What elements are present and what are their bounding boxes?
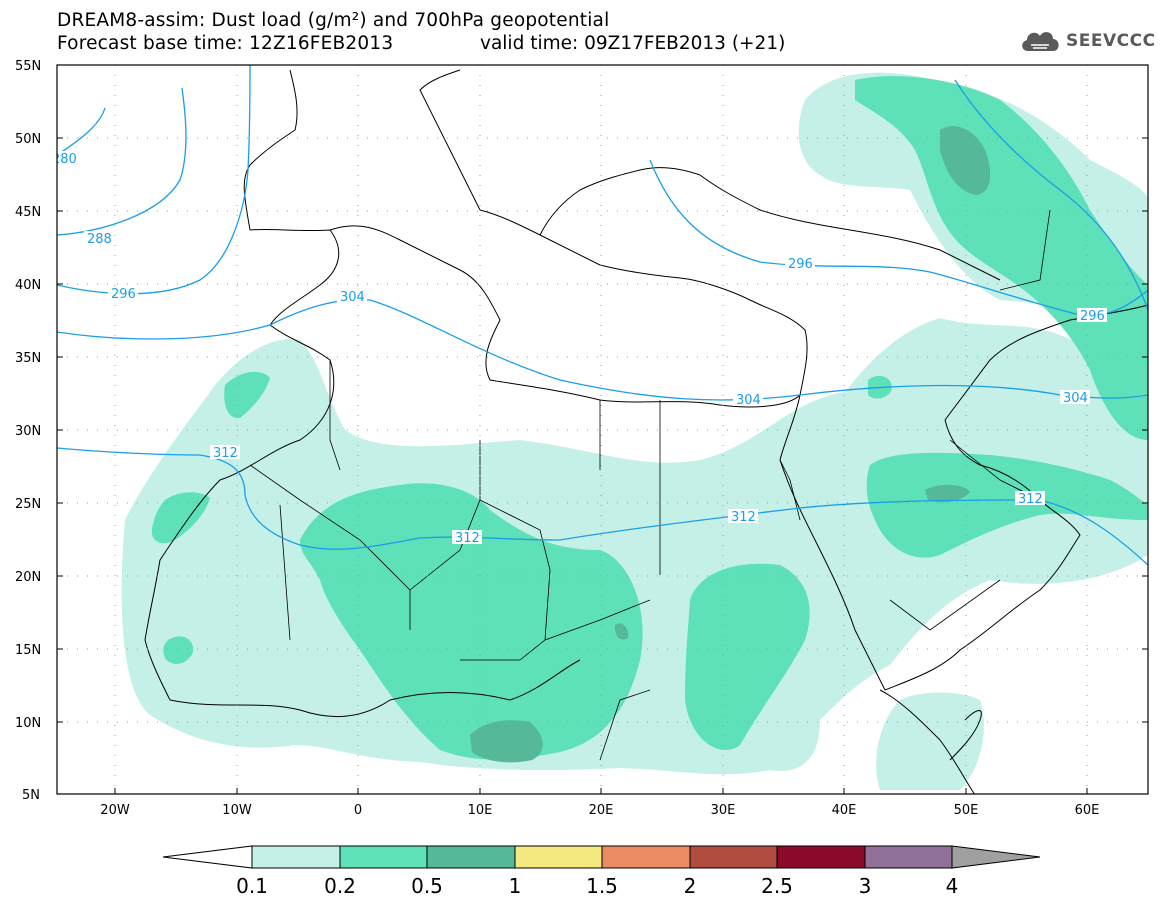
- colorbar-over-arrow: [951, 845, 1041, 869]
- colorbar-labels: 0.1 0.2 0.5 1 1.5 2 2.5 3 4: [236, 874, 958, 898]
- colorbar-tick: 0.2: [324, 874, 356, 898]
- colorbar: [162, 845, 1041, 869]
- lon-label: 60E: [1075, 803, 1100, 818]
- contour-label: 304: [736, 393, 761, 408]
- lat-label: 50N: [15, 132, 41, 147]
- contour-label: 312: [455, 531, 480, 546]
- logo-text: SEEVCCC: [1066, 31, 1156, 51]
- lat-label: 5N: [22, 788, 40, 803]
- contour-label: 296: [1080, 309, 1105, 324]
- contour-label: 312: [1018, 492, 1043, 507]
- lon-label: 30E: [711, 803, 736, 818]
- colorbar-tick: 3: [859, 874, 872, 898]
- lat-label: 40N: [15, 278, 41, 293]
- lat-label: 20N: [15, 570, 41, 585]
- contour-label: 288: [87, 232, 112, 247]
- colorbar-swatch: [776, 845, 866, 869]
- lon-label: 50E: [954, 803, 979, 818]
- map-title: DREAM8-assim: Dust load (g/m²) and 700hP…: [57, 10, 610, 31]
- lat-label: 35N: [15, 351, 41, 366]
- colorbar-tick: 1: [509, 874, 522, 898]
- lon-label: 10E: [468, 803, 493, 818]
- contour-label: 312: [213, 446, 238, 461]
- lon-label: 10W: [222, 803, 252, 818]
- colorbar-tick: 0.5: [411, 874, 443, 898]
- lon-label: 40E: [832, 803, 857, 818]
- contour-label: 312: [731, 510, 756, 525]
- country-borders: [249, 209, 1051, 761]
- forecast-base-time: Forecast base time: 12Z16FEB2013: [57, 33, 394, 54]
- colorbar-swatch: [251, 845, 341, 869]
- contour-label: 280: [52, 152, 77, 167]
- latitude-labels: 55N 50N 45N 40N 35N 30N 25N 20N 15N 10N …: [15, 59, 41, 803]
- longitude-labels: 20W 10W 0 10E 20E 30E 40E 50E 60E: [100, 803, 1099, 818]
- lat-label: 25N: [15, 497, 41, 512]
- colorbar-swatch: [864, 845, 953, 869]
- lon-label: 0: [354, 803, 362, 818]
- colorbar-swatch: [426, 845, 516, 869]
- colorbar-tick: 2: [684, 874, 697, 898]
- lat-label: 55N: [15, 59, 41, 74]
- valid-time: valid time: 09Z17FEB2013 (+21): [480, 33, 786, 54]
- contour-label: 304: [1063, 391, 1088, 406]
- lat-label: 30N: [15, 424, 41, 439]
- contour-label: 304: [340, 290, 365, 305]
- colorbar-tick: 1.5: [586, 874, 618, 898]
- colorbar-swatch: [339, 845, 428, 869]
- colorbar-under-arrow: [162, 845, 253, 869]
- lat-label: 15N: [15, 643, 41, 658]
- lon-label: 20W: [100, 803, 130, 818]
- colorbar-tick: 4: [946, 874, 959, 898]
- lon-label: 20E: [589, 803, 614, 818]
- contour-labels: 280 288 296 304 312 312 312 312 296 296 …: [52, 151, 1107, 546]
- seevccc-logo: SEEVCCC: [1018, 24, 1156, 58]
- colorbar-tick: 0.1: [236, 874, 268, 898]
- lat-label: 10N: [15, 716, 41, 731]
- colorbar-swatch: [689, 845, 778, 869]
- lat-label: 45N: [15, 205, 41, 220]
- axis-ticks: [57, 137, 1148, 794]
- colorbar-swatch: [514, 845, 603, 869]
- colorbar-swatch: [601, 845, 691, 869]
- dust-shade-medium: [151, 76, 1148, 760]
- dust-shade-dark: [470, 126, 991, 763]
- cloud-icon: [1022, 32, 1059, 51]
- colorbar-tick: 2.5: [761, 874, 793, 898]
- contour-label: 296: [111, 287, 136, 302]
- contour-label: 296: [788, 257, 813, 272]
